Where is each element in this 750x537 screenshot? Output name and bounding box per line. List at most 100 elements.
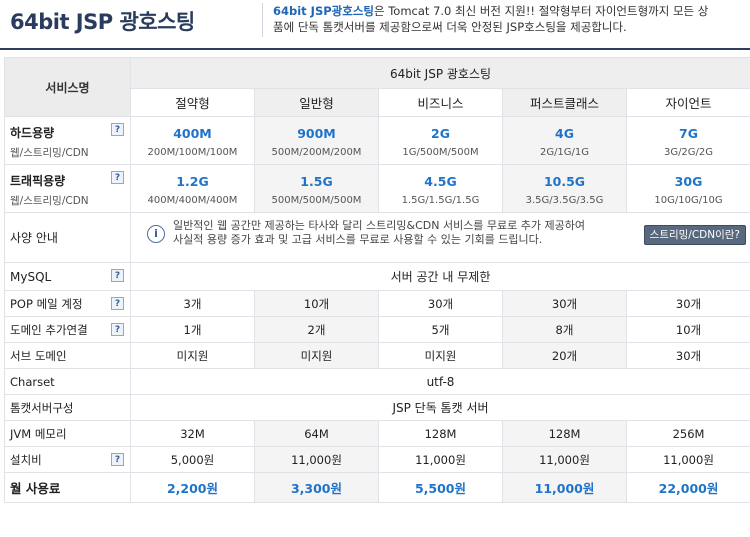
pop-value: 30개 [378, 290, 503, 317]
plan-header-firstclass: 퍼스트클래스 [502, 88, 627, 117]
monthly-fee-value: 3,300원 [254, 472, 379, 503]
monthly-fee-label: 월 사용료 [4, 472, 131, 503]
notice-line1: 일반적인 웹 공간만 제공하는 타사와 달리 스트리밍&CDN 서비스를 무료로… [173, 219, 586, 232]
domain-value: 5개 [378, 316, 503, 343]
pop-value: 30개 [502, 290, 627, 317]
traffic-value: 4.5G [424, 173, 457, 189]
traffic-cell: 30G 10G/10G/10G [626, 164, 750, 213]
jvm-value: 64M [254, 420, 379, 447]
monthly-fee-row: 월 사용료 2,200원 3,300원 5,500원 11,000원 22,00… [4, 472, 750, 503]
traffic-detail: 3.5G/3.5G/3.5G [525, 194, 604, 206]
charset-value: utf-8 [130, 368, 750, 395]
traffic-cell: 1.5G 500M/500M/500M [254, 164, 379, 213]
disk-cell: 2G 1G/500M/500M [378, 116, 503, 165]
pop-value: 30개 [626, 290, 750, 317]
charset-row: Charset utf-8 [4, 368, 750, 395]
traffic-label-cell: 트래픽용량 웹/스트리밍/CDN ? [4, 164, 131, 213]
streaming-cdn-info-button[interactable]: 스트리밍/CDN이란? [643, 225, 746, 245]
pop-label: POP 메일 계정 [10, 296, 83, 311]
product-description: 64bit JSP광호스팅은 Tomcat 7.0 최신 버전 지원!! 절약형… [262, 3, 750, 37]
disk-detail: 200M/100M/100M [147, 146, 238, 158]
notice-cell: i 일반적인 웹 공간만 제공하는 타사와 달리 스트리밍&CDN 서비스를 무… [130, 212, 750, 263]
jvm-value: 32M [130, 420, 255, 447]
disk-cell: 7G 3G/2G/2G [626, 116, 750, 165]
jvm-row: JVM 메모리 32M 64M 128M 128M 256M [4, 420, 750, 447]
traffic-value: 30G [674, 173, 703, 189]
tomcat-row: 톰캣서버구성 JSP 단독 톰캣 서버 [4, 394, 750, 421]
monthly-fee-value: 5,500원 [378, 472, 503, 503]
notice-row: 사양 안내 i 일반적인 웹 공간만 제공하는 타사와 달리 스트리밍&CDN … [4, 212, 750, 263]
mysql-label: MySQL [10, 269, 52, 284]
subdomain-value: 미지원 [378, 342, 503, 369]
mysql-label-cell: MySQL? [4, 262, 131, 291]
traffic-cell: 1.2G 400M/400M/400M [130, 164, 255, 213]
monthly-fee-value: 22,000원 [626, 472, 750, 503]
domain-value: 2개 [254, 316, 379, 343]
domain-label-cell: 도메인 추가연결? [4, 316, 131, 343]
disk-value: 400M [173, 125, 212, 141]
notice-text: 일반적인 웹 공간만 제공하는 타사와 달리 스트리밍&CDN 서비스를 무료로… [173, 219, 613, 247]
traffic-label: 트래픽용량 [10, 174, 66, 188]
disk-detail: 3G/2G/2G [663, 146, 714, 158]
plan-header-business: 비즈니스 [378, 88, 503, 117]
traffic-value: 1.5G [300, 173, 333, 189]
setup-fee-value: 11,000원 [502, 446, 627, 473]
domain-help-icon[interactable]: ? [111, 323, 124, 336]
jvm-value: 128M [502, 420, 627, 447]
disk-detail: 2G/1G/1G [539, 146, 590, 158]
disk-note: 웹/스트리밍/CDN [10, 147, 89, 159]
disk-value: 2G [431, 125, 450, 141]
traffic-detail: 10G/10G/10G [654, 194, 723, 206]
setup-help-icon[interactable]: ? [111, 453, 124, 466]
jvm-value: 256M [626, 420, 750, 447]
plan-header-standard: 일반형 [254, 88, 379, 117]
domain-label: 도메인 추가연결 [10, 322, 88, 337]
traffic-detail: 1.5G/1.5G/1.5G [401, 194, 480, 206]
domain-value: 1개 [130, 316, 255, 343]
pop-help-icon[interactable]: ? [111, 297, 124, 310]
disk-help-icon[interactable]: ? [111, 123, 124, 136]
product-name-strong: 64bit JSP광호스팅 [273, 4, 374, 18]
setup-fee-row: 설치비? 5,000원 11,000원 11,000원 11,000원 11,0… [4, 446, 750, 473]
domain-value: 10개 [626, 316, 750, 343]
disk-value: 7G [679, 125, 698, 141]
pop-row: POP 메일 계정? 3개 10개 30개 30개 30개 [4, 290, 750, 317]
page-title: 64bit JSP 광호스팅 [10, 10, 195, 34]
monthly-fee-value: 2,200원 [130, 472, 255, 503]
setup-fee-value: 11,000원 [254, 446, 379, 473]
traffic-cell: 10.5G 3.5G/3.5G/3.5G [502, 164, 627, 213]
plan-group-header: 64bit JSP 광호스팅 [130, 57, 750, 89]
subdomain-value: 미지원 [130, 342, 255, 369]
setup-fee-value: 5,000원 [130, 446, 255, 473]
disk-cell: 400M 200M/100M/100M [130, 116, 255, 165]
mysql-help-icon[interactable]: ? [111, 269, 124, 282]
subdomain-label: 서브 도메인 [4, 342, 131, 369]
pop-value: 10개 [254, 290, 379, 317]
traffic-help-icon[interactable]: ? [111, 171, 124, 184]
setup-label-cell: 설치비? [4, 446, 131, 473]
domain-row: 도메인 추가연결? 1개 2개 5개 8개 10개 [4, 316, 750, 343]
description-line2: 품에 단독 톰캣서버를 제공함으로써 더욱 안정된 JSP호스팅을 제공합니다. [273, 20, 627, 34]
notice-label: 사양 안내 [4, 212, 131, 263]
service-name-header: 서비스명 [4, 57, 131, 117]
jvm-label: JVM 메모리 [4, 420, 131, 447]
pop-label-cell: POP 메일 계정? [4, 290, 131, 317]
mysql-row: MySQL? 서버 공간 내 무제한 [4, 262, 750, 291]
subdomain-value: 미지원 [254, 342, 379, 369]
traffic-note: 웹/스트리밍/CDN [10, 195, 89, 207]
tomcat-value: JSP 단독 톰캣 서버 [130, 394, 750, 421]
traffic-value: 10.5G [543, 173, 586, 189]
disk-label: 하드용량 [10, 126, 55, 140]
traffic-detail: 500M/500M/500M [271, 194, 362, 206]
setup-fee-value: 11,000원 [626, 446, 750, 473]
disk-detail: 1G/500M/500M [402, 146, 479, 158]
subdomain-row: 서브 도메인 미지원 미지원 미지원 20개 30개 [4, 342, 750, 369]
notice-line2: 사실적 용량 증가 효과 및 고급 서비스를 무료로 사용할 수 있는 기회를 … [173, 233, 543, 246]
pop-value: 3개 [130, 290, 255, 317]
plan-header-economy: 절약형 [130, 88, 255, 117]
traffic-value: 1.2G [176, 173, 209, 189]
description-line1: 은 Tomcat 7.0 최신 버전 지원!! 절약형부터 자이언트형까지 모든… [374, 4, 709, 18]
setup-fee-value: 11,000원 [378, 446, 503, 473]
disk-detail: 500M/200M/200M [271, 146, 362, 158]
subdomain-value: 30개 [626, 342, 750, 369]
